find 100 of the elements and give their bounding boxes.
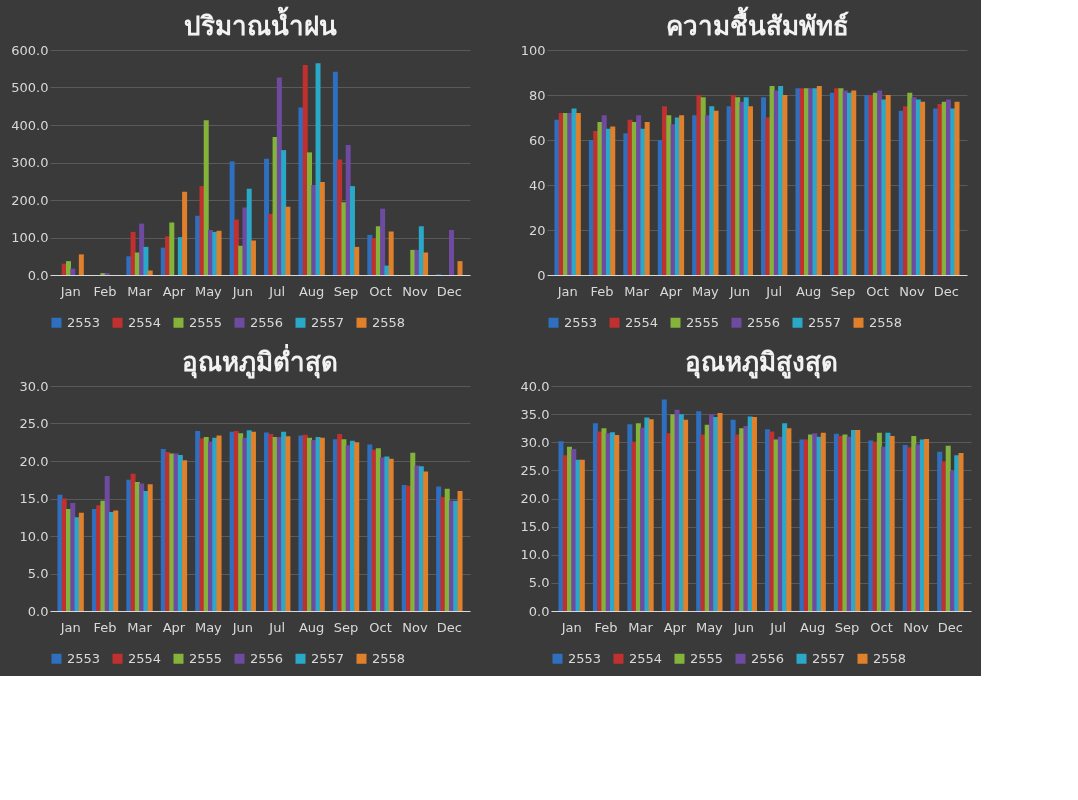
bar <box>199 186 205 275</box>
bar <box>410 452 416 611</box>
bar <box>623 133 629 275</box>
y-tick-label: 30.0 <box>19 378 49 394</box>
x-tick-label: Oct <box>870 619 893 635</box>
bar <box>799 439 805 611</box>
bar <box>315 63 321 275</box>
bar <box>937 104 943 275</box>
x-tick-label: Jun <box>728 283 750 299</box>
y-tick-label: 20.0 <box>19 453 49 469</box>
legend-label: 2553 <box>67 650 101 666</box>
bar <box>457 491 463 611</box>
bar <box>868 440 874 611</box>
x-tick-label: Feb <box>594 619 618 635</box>
bar <box>66 261 72 275</box>
x-tick-label: Jan <box>59 619 81 635</box>
bar <box>354 246 360 275</box>
y-tick-label: 20 <box>528 222 546 238</box>
bar <box>812 433 818 611</box>
y-tick-label: 100 <box>520 42 546 58</box>
bar <box>212 437 218 611</box>
legend-label: 2557 <box>311 314 345 330</box>
bar <box>298 107 304 275</box>
x-tick-label: Sep <box>333 283 359 299</box>
x-tick-label: Sep <box>830 283 856 299</box>
legend-label: 2555 <box>686 314 720 330</box>
bar <box>644 122 650 275</box>
y-tick-label: 25.0 <box>520 462 550 478</box>
y-tick-label: 60 <box>528 132 546 148</box>
bar <box>268 213 274 275</box>
bar <box>410 249 416 275</box>
legend-label: 2554 <box>128 314 162 330</box>
bar <box>864 95 870 275</box>
legend-label: 2556 <box>747 314 781 330</box>
bar <box>78 512 84 611</box>
x-tick-label: Nov <box>903 619 929 635</box>
legend-label: 2557 <box>808 314 842 330</box>
bar <box>384 265 390 275</box>
legend-label: 2555 <box>189 314 223 330</box>
x-tick-label: Sep <box>834 619 860 635</box>
x-tick-label: Aug <box>795 283 822 299</box>
bar <box>579 459 585 611</box>
bar <box>795 88 801 275</box>
bar <box>182 460 188 611</box>
bar <box>782 95 788 275</box>
y-tick-label: 0.0 <box>27 267 49 283</box>
bar <box>246 188 252 275</box>
x-tick-label: Dec <box>933 283 959 299</box>
x-tick-label: Aug <box>298 619 325 635</box>
bar <box>889 436 895 611</box>
x-tick-label: Nov <box>899 283 925 299</box>
bar <box>747 106 753 275</box>
legend-label: 2553 <box>67 314 101 330</box>
bar <box>610 126 616 275</box>
legend-label: 2558 <box>869 314 903 330</box>
bar <box>319 437 325 611</box>
bar <box>666 115 672 275</box>
bar <box>924 438 930 611</box>
bar <box>341 202 347 275</box>
bar <box>242 207 248 275</box>
y-tick-label: 10.0 <box>19 528 49 544</box>
bar <box>644 417 650 611</box>
bar <box>820 432 826 611</box>
bar <box>285 436 291 611</box>
y-tick-label: 500.0 <box>11 80 49 95</box>
x-tick-label: Jun <box>732 619 754 635</box>
bar <box>941 461 947 611</box>
bar <box>349 186 355 275</box>
x-tick-label: Dec <box>436 283 462 299</box>
bar <box>212 231 218 275</box>
y-tick-label: 100.0 <box>11 230 49 245</box>
bar <box>440 497 446 611</box>
x-tick-label: Dec <box>436 619 462 635</box>
y-tick-label: 35.0 <box>520 406 550 422</box>
bar <box>126 256 132 275</box>
x-tick-label: Feb <box>93 283 117 299</box>
legend-label: 2556 <box>250 314 284 330</box>
bar <box>367 234 373 275</box>
bar <box>298 435 304 611</box>
legend-label: 2558 <box>372 314 406 330</box>
bar <box>786 428 792 611</box>
bar <box>851 90 857 275</box>
bar <box>816 86 822 275</box>
chart-title: อุณหภูมิต่ำสุด <box>182 343 338 379</box>
legend-label: 2556 <box>250 650 284 666</box>
y-tick-label: 0.0 <box>27 603 49 619</box>
bar <box>950 108 956 275</box>
x-tick-label: Apr <box>162 283 186 299</box>
x-tick-label: Mar <box>127 619 153 635</box>
x-tick-label: Jun <box>231 619 253 635</box>
bar <box>341 439 347 611</box>
legend-label: 2557 <box>311 650 345 666</box>
bar <box>954 455 960 611</box>
y-tick-label: 10.0 <box>520 547 550 563</box>
x-tick-label: Sep <box>333 619 359 635</box>
bar <box>367 444 373 611</box>
bar <box>457 261 463 275</box>
bar <box>388 458 394 611</box>
bar <box>571 449 577 611</box>
legend-label: 2555 <box>189 650 223 666</box>
